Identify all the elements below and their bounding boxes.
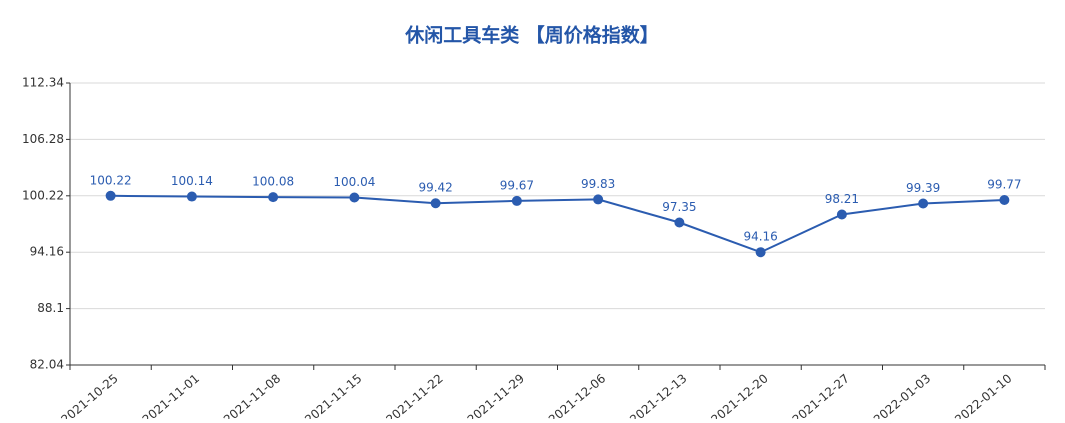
data-label: 100.14: [171, 174, 213, 188]
point: [268, 192, 279, 203]
x-tick-label: 2021-11-15: [302, 371, 364, 419]
point: [186, 191, 197, 202]
x-tick-label: 2021-11-01: [140, 371, 202, 419]
y-tick-label: 112.34: [22, 76, 64, 90]
data-label: 99.83: [581, 177, 615, 191]
y-tick-label: 88.1: [37, 301, 64, 315]
point: [511, 195, 522, 206]
data-label: 100.04: [333, 175, 375, 189]
data-label: 94.16: [743, 230, 777, 244]
y-tick-label: 94.16: [30, 245, 64, 259]
data-label: 98.21: [825, 192, 859, 206]
point: [105, 190, 116, 201]
x-tick-label: 2022-01-10: [952, 371, 1014, 419]
x-tick-label: 2021-11-08: [221, 371, 283, 419]
x-tick-label: 2021-12-13: [627, 371, 689, 419]
y-tick-label: 100.22: [22, 188, 64, 202]
x-tick-label: 2022-01-03: [871, 371, 933, 419]
y-tick-label: 82.04: [30, 358, 64, 372]
line: [110, 194, 1005, 254]
point: [349, 192, 360, 203]
point: [918, 198, 929, 209]
chart-title: 休闲工具车类 【周价格指数】: [404, 24, 659, 47]
point: [999, 194, 1010, 205]
point: [674, 217, 685, 228]
data-label: 99.42: [418, 181, 452, 195]
y-tick-label: 106.28: [22, 132, 64, 146]
point: [593, 194, 604, 205]
data-label: 100.22: [90, 173, 132, 187]
x-tick-label: 2021-11-22: [383, 371, 445, 419]
x-tick-label: 2021-12-06: [546, 371, 608, 419]
data-label: 100.08: [252, 175, 294, 189]
x-tick-label: 2021-11-29: [465, 371, 527, 419]
point: [755, 247, 766, 258]
data-label: 97.35: [662, 200, 696, 214]
data-label: 99.39: [906, 181, 940, 195]
point: [430, 198, 441, 209]
data-label: 99.77: [987, 177, 1021, 191]
x-tick-label: 2021-12-20: [708, 371, 770, 419]
data-label: 99.67: [500, 178, 534, 192]
point: [836, 209, 847, 220]
x-tick-label: 2021-12-27: [790, 371, 852, 419]
x-tick-label: 2021-10-25: [58, 371, 120, 419]
